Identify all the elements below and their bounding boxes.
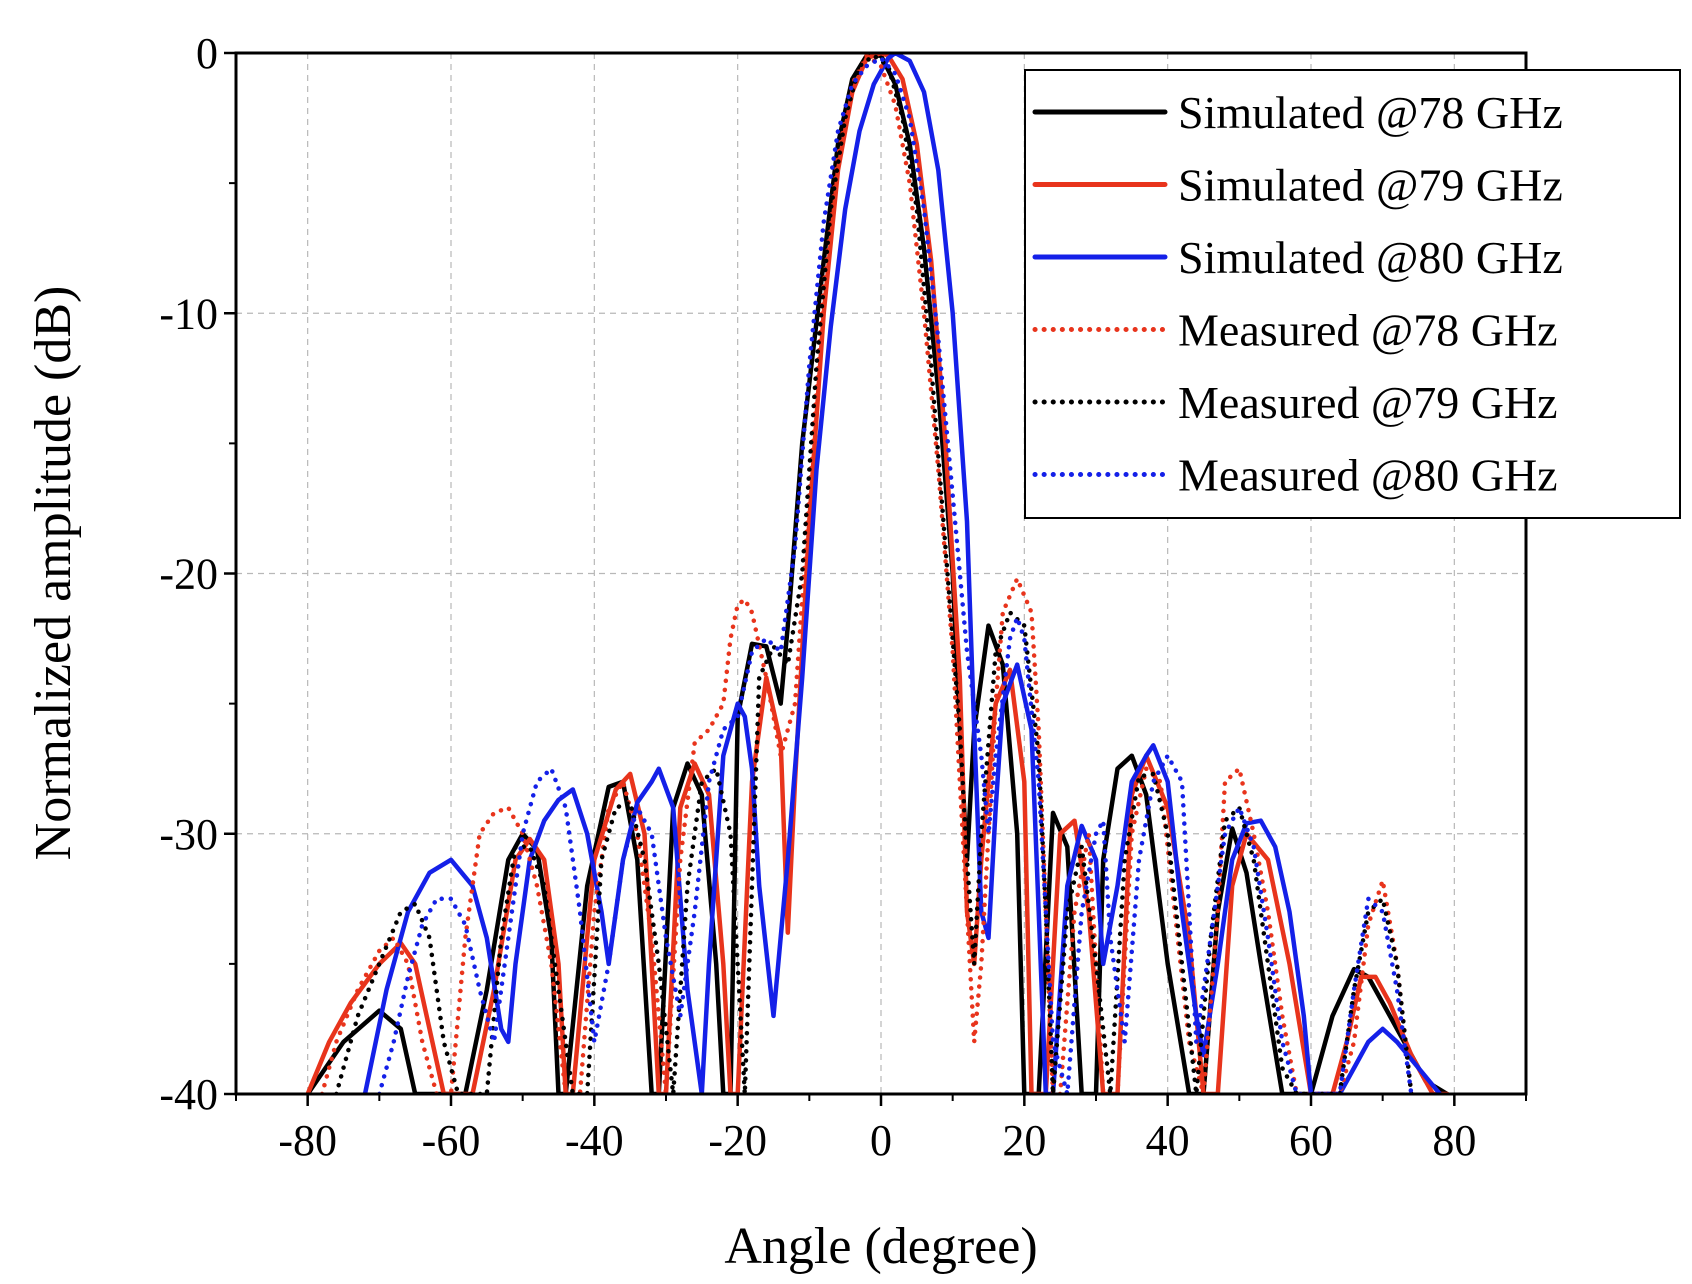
legend-label: Simulated @79 GHz xyxy=(1178,160,1563,211)
x-tick-label: -80 xyxy=(278,1116,337,1165)
y-tick-label: 0 xyxy=(196,29,218,78)
y-tick-label: -10 xyxy=(159,289,218,338)
y-axis-title: Normalized amplitude (dB) xyxy=(25,286,82,861)
legend: Simulated @78 GHz Simulated @79 GHz Simula… xyxy=(1024,69,1681,519)
x-tick-label: -40 xyxy=(565,1116,624,1165)
legend-label: Simulated @80 GHz xyxy=(1178,232,1563,283)
legend-label: Measured @79 GHz xyxy=(1178,377,1558,428)
axis-ticks: -80 -60 -40 -20 0 20 40 60 80 0 -10 -20 -30 -40 xyxy=(159,29,1527,1165)
legend-label: Measured @80 GHz xyxy=(1178,450,1558,501)
x-tick-label: 80 xyxy=(1432,1116,1476,1165)
x-tick-label: 20 xyxy=(1002,1116,1046,1165)
legend-label: Simulated @78 GHz xyxy=(1178,87,1563,138)
x-tick-label: 0 xyxy=(870,1116,892,1165)
series-line-1 xyxy=(305,53,1450,1094)
y-tick-label: -30 xyxy=(159,810,218,859)
y-tick-label: -40 xyxy=(159,1070,218,1119)
x-axis-title: Angle (degree) xyxy=(724,1218,1037,1275)
series-line-5 xyxy=(377,55,1414,1094)
series-lines xyxy=(305,53,1450,1094)
x-tick-label: 60 xyxy=(1289,1116,1333,1165)
y-tick-label: -20 xyxy=(159,550,218,599)
legend-label: Measured @78 GHz xyxy=(1178,305,1558,356)
x-tick-label: -60 xyxy=(422,1116,481,1165)
legend-box xyxy=(1024,69,1681,519)
x-tick-label: 40 xyxy=(1146,1116,1190,1165)
x-tick-label: -20 xyxy=(708,1116,767,1165)
series-line-2 xyxy=(362,53,1443,1094)
